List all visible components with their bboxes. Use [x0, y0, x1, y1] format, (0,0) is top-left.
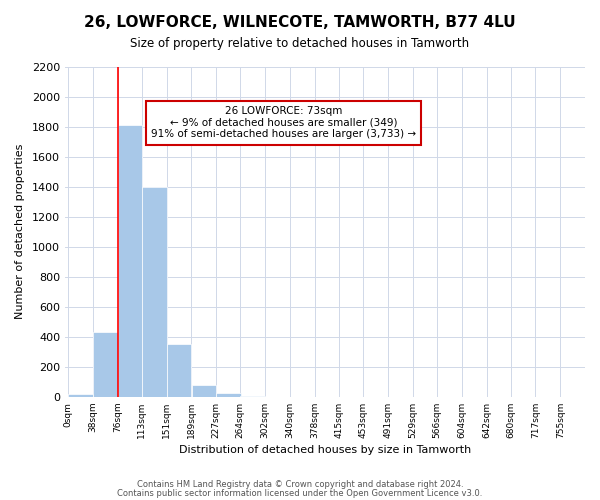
Bar	[93, 332, 118, 397]
Bar	[118, 125, 142, 397]
Text: Size of property relative to detached houses in Tamworth: Size of property relative to detached ho…	[130, 38, 470, 51]
Text: 26, LOWFORCE, WILNECOTE, TAMWORTH, B77 4LU: 26, LOWFORCE, WILNECOTE, TAMWORTH, B77 4…	[84, 15, 516, 30]
X-axis label: Distribution of detached houses by size in Tamworth: Distribution of detached houses by size …	[179, 445, 471, 455]
Y-axis label: Number of detached properties: Number of detached properties	[15, 144, 25, 320]
Text: 26 LOWFORCE: 73sqm
← 9% of detached houses are smaller (349)
91% of semi-detache: 26 LOWFORCE: 73sqm ← 9% of detached hous…	[151, 106, 416, 140]
Bar	[191, 385, 216, 397]
Text: Contains HM Land Registry data © Crown copyright and database right 2024.: Contains HM Land Registry data © Crown c…	[137, 480, 463, 489]
Bar	[142, 186, 167, 397]
Text: Contains public sector information licensed under the Open Government Licence v3: Contains public sector information licen…	[118, 488, 482, 498]
Bar	[241, 396, 265, 397]
Bar	[68, 394, 93, 397]
Bar	[167, 344, 191, 397]
Bar	[217, 393, 241, 397]
